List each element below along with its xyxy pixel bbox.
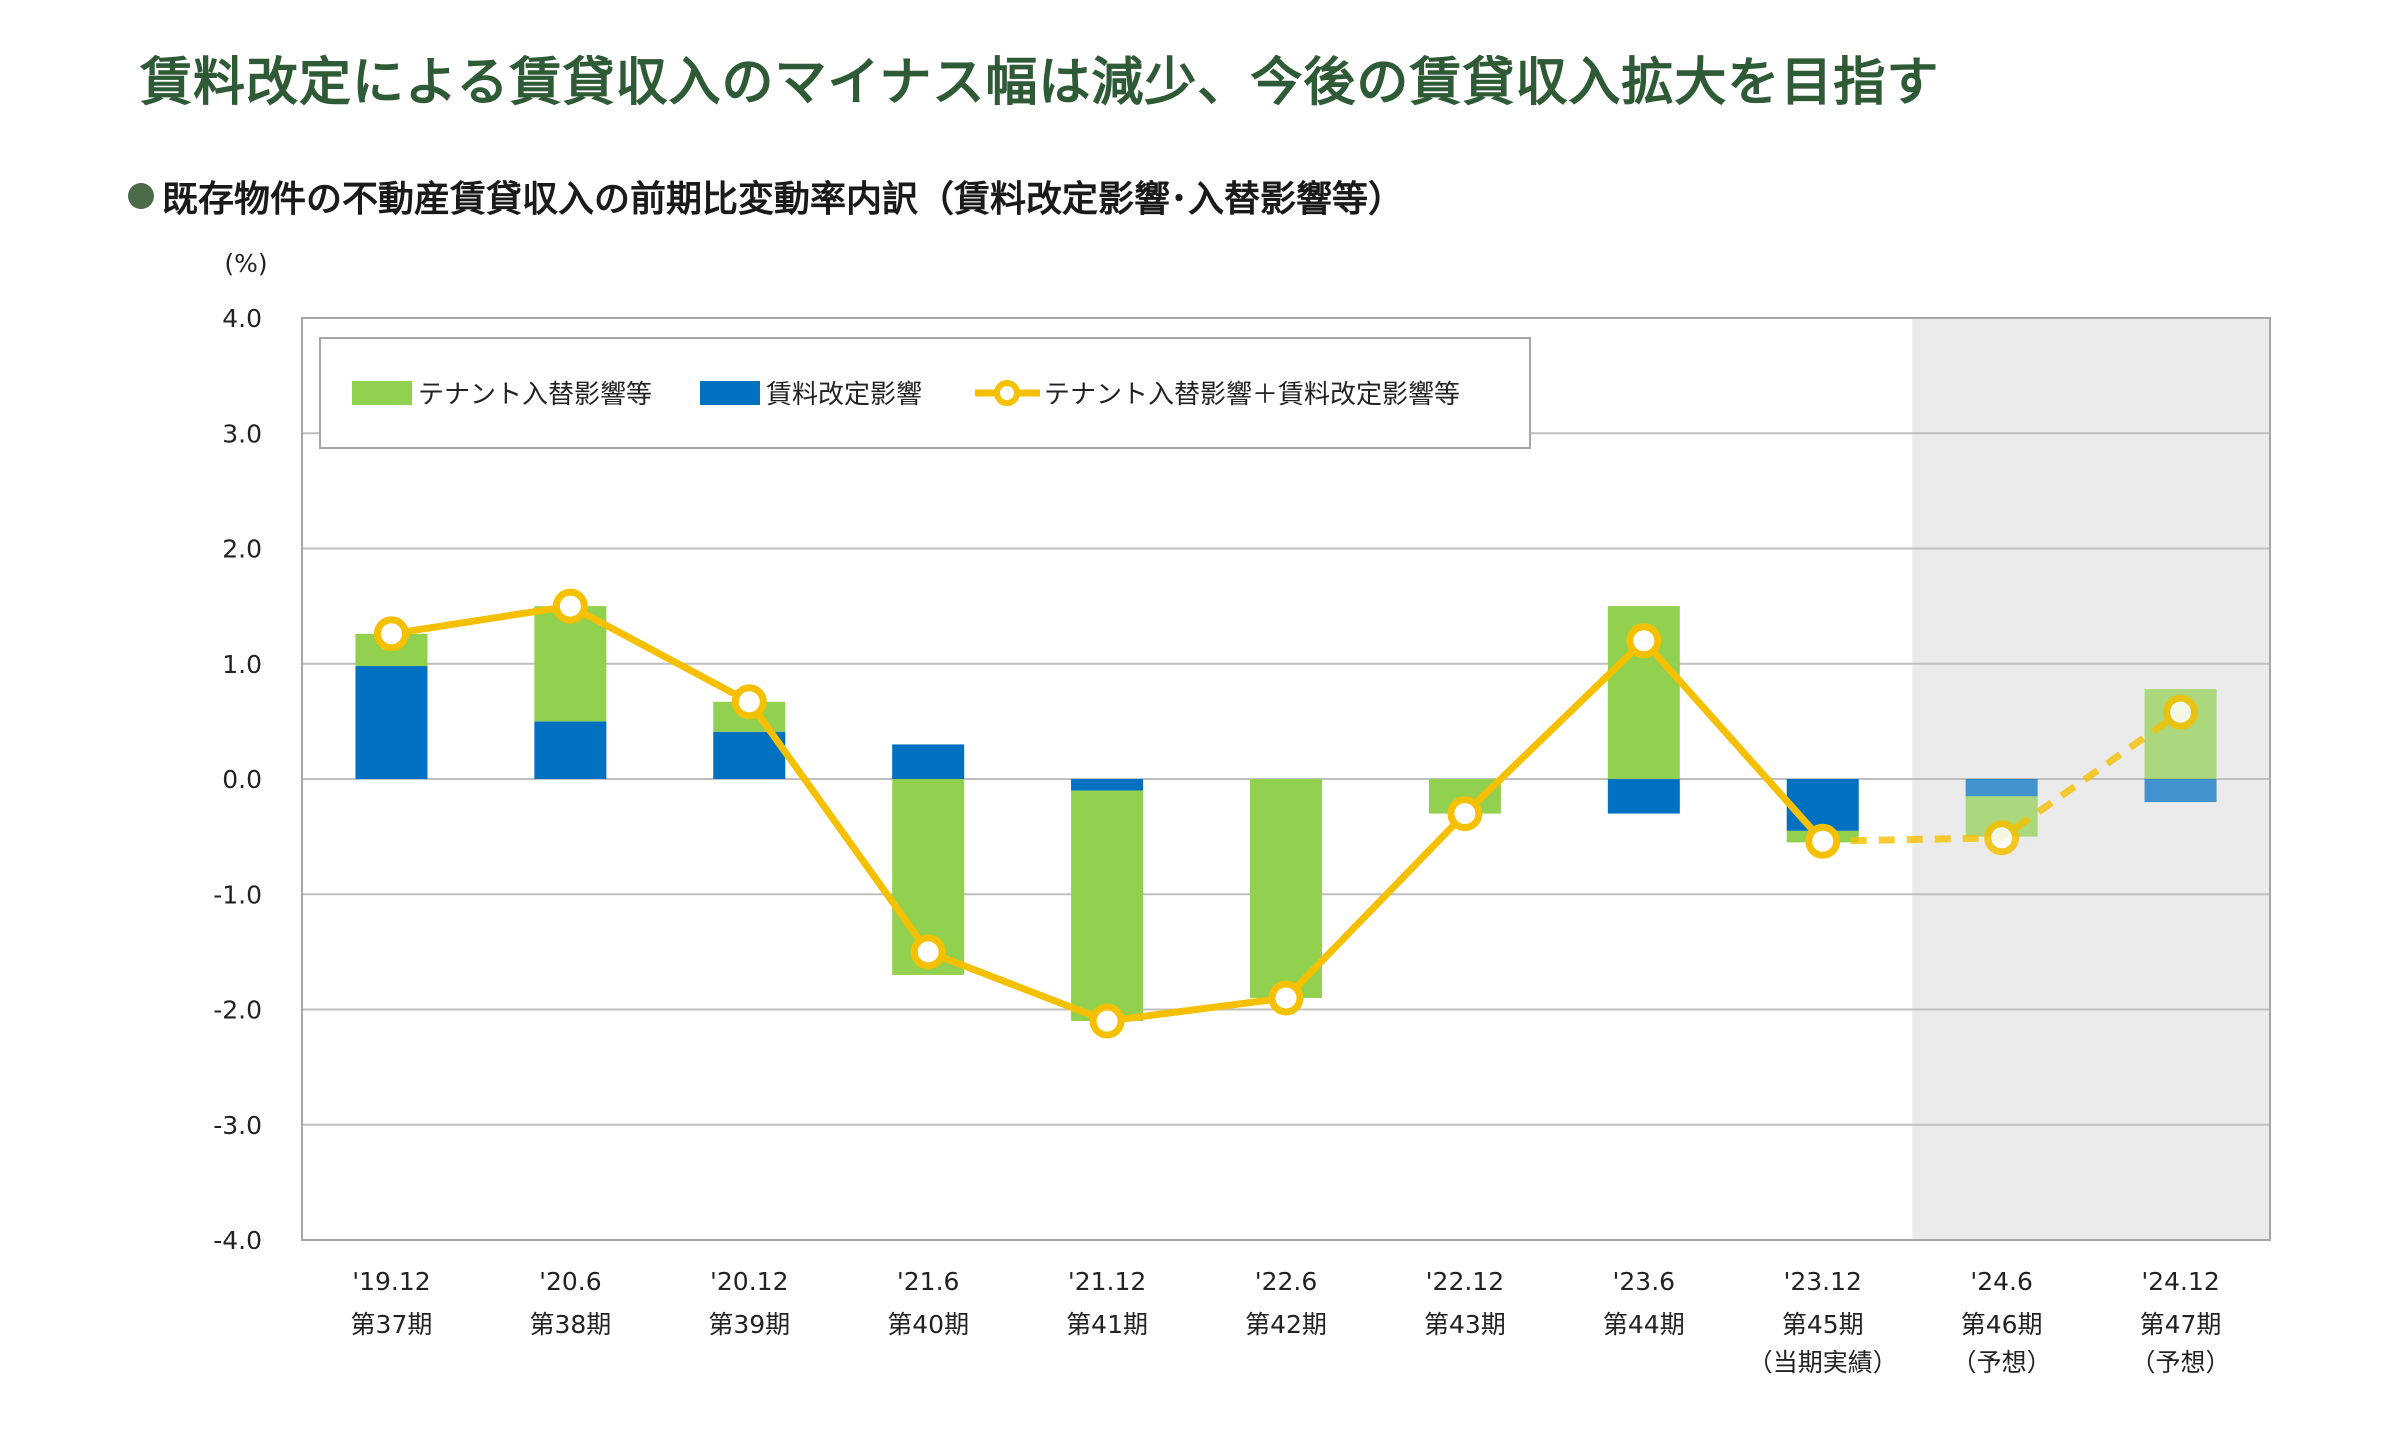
y-tick-label: -1.0	[213, 880, 262, 909]
total-point	[731, 684, 767, 720]
x-tick-note: （予想）	[1952, 1348, 2052, 1377]
total-point	[552, 588, 588, 624]
subtitle-row: 既存物件の不動産賃貸収入の前期比変動率内訳（賃料改定影響･入替影響等）	[128, 170, 1404, 222]
bar-tenant	[1250, 779, 1322, 998]
total-point	[373, 616, 409, 652]
total-point	[2163, 694, 2199, 730]
bar-rent	[2144, 779, 2217, 803]
bar-rent	[1786, 779, 1859, 831]
x-tick-period: 第38期	[529, 1310, 611, 1339]
x-tick-note: （予想）	[2131, 1348, 2231, 1377]
total-point	[1805, 823, 1841, 859]
legend-label-total: テナント入替影響＋賃料改定影響等	[1044, 380, 1460, 410]
x-tick-period: 第37期	[351, 1310, 433, 1339]
x-tick-note: （当期実績）	[1748, 1348, 1898, 1377]
y-tick-label: -2.0	[213, 996, 262, 1025]
y-tick-label: 2.0	[222, 535, 262, 564]
y-tick-label: 4.0	[222, 304, 262, 333]
x-tick-date: '23.6	[1613, 1267, 1676, 1296]
y-tick-label: -4.0	[213, 1226, 262, 1255]
bar-tenant	[534, 606, 607, 722]
y-tick-label: 0.0	[222, 765, 262, 794]
x-tick-date: '20.12	[710, 1267, 788, 1296]
x-tick-date: '21.12	[1068, 1267, 1146, 1296]
y-tick-label: 3.0	[222, 419, 262, 448]
x-tick-period: 第46期	[1961, 1310, 2043, 1339]
x-tick-date: '24.12	[2141, 1267, 2219, 1296]
x-tick-period: 第40期	[887, 1310, 969, 1339]
x-tick-date: '21.6	[897, 1267, 960, 1296]
bullet-dot-icon	[128, 183, 154, 209]
legend-box	[319, 337, 1531, 449]
total-point	[910, 934, 946, 970]
x-tick-period: 第44期	[1603, 1310, 1685, 1339]
bar-tenant	[1071, 790, 1144, 1022]
page-title: 賃料改定による賃貸収入のマイナス幅は減少、今後の賃貸収入拡大を目指す	[140, 53, 1940, 113]
bar-rent	[1965, 779, 2038, 797]
x-tick-date: '19.12	[352, 1267, 430, 1296]
x-tick-date: '22.6	[1255, 1267, 1318, 1296]
chart-subtitle: 既存物件の不動産賃貸収入の前期比変動率内訳（賃料改定影響･入替影響等）	[162, 179, 1405, 220]
x-tick-date: '24.6	[1970, 1267, 2033, 1296]
x-tick-period: 第42期	[1245, 1310, 1327, 1339]
legend-label-rent: 賃料改定影響	[766, 380, 922, 410]
x-tick-date: '23.12	[1784, 1267, 1862, 1296]
bar-rent	[534, 721, 607, 779]
x-tick-period: 第45期	[1782, 1310, 1864, 1339]
bar-rent	[1071, 779, 1144, 791]
bar-rent	[1607, 779, 1680, 814]
x-tick-period: 第43期	[1424, 1310, 1506, 1339]
total-point	[1626, 623, 1662, 659]
total-point	[1447, 796, 1483, 832]
x-tick-period: 第39期	[708, 1310, 790, 1339]
bar-rent	[892, 744, 965, 779]
y-tick-label: -3.0	[213, 1111, 262, 1140]
total-point	[1089, 1003, 1125, 1039]
x-tick-date: '20.6	[539, 1267, 602, 1296]
total-point	[1268, 980, 1304, 1016]
legend-swatch-tenant	[352, 381, 412, 405]
bar-rent	[355, 666, 428, 779]
x-tick-date: '22.12	[1426, 1267, 1504, 1296]
y-unit-label: (%)	[224, 249, 267, 278]
legend-swatch-rent	[700, 381, 760, 405]
y-tick-label: 1.0	[222, 650, 262, 679]
x-tick-period: 第47期	[2140, 1310, 2222, 1339]
total-point	[1984, 820, 2020, 856]
plot-frame	[301, 317, 2271, 1241]
legend-label-tenant: テナント入替影響等	[418, 380, 652, 410]
legend-marker-icon	[994, 380, 1020, 406]
x-tick-period: 第41期	[1066, 1310, 1148, 1339]
